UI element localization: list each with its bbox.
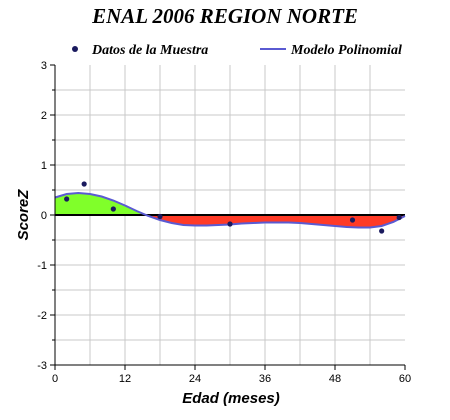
y-tick-label: 1 <box>41 160 47 172</box>
data-point <box>227 221 233 227</box>
data-point <box>110 206 116 212</box>
y-tick-label: -3 <box>37 360 47 372</box>
y-tick-label: 3 <box>41 60 47 72</box>
data-point <box>349 217 356 223</box>
chart-title: ENAL 2006 REGION NORTE <box>91 4 358 28</box>
y-tick-label: 2 <box>41 110 47 122</box>
x-tick-label: 60 <box>399 373 411 385</box>
x-tick-label: 36 <box>259 373 271 385</box>
x-tick-label: 48 <box>329 373 341 385</box>
data-point <box>157 213 163 220</box>
y-tick-label: -1 <box>37 260 47 272</box>
y-tick-label: -2 <box>37 310 47 322</box>
x-tick-label: 0 <box>52 373 58 385</box>
legend-label-line: Modelo Polinomial <box>290 43 402 58</box>
x-tick-label: 24 <box>189 373 201 385</box>
legend-marker-points <box>72 46 78 52</box>
data-point <box>64 196 70 202</box>
y-tick-label: 0 <box>41 210 47 222</box>
x-axis-label: Edad (meses) <box>182 390 280 407</box>
data-point <box>379 228 385 234</box>
y-axis-label: ScoreZ <box>15 189 32 241</box>
plot-area: 0 12 24 36 48 60 3 2 1 0 -1 -2 -3 <box>37 60 411 385</box>
area-positive <box>55 193 146 215</box>
data-point <box>396 214 402 221</box>
legend: Datos de la Muestra Modelo Polinomial <box>72 43 402 58</box>
legend-label-points: Datos de la Muestra <box>91 43 208 58</box>
data-point <box>81 181 87 187</box>
x-tick-label: 12 <box>119 373 131 385</box>
